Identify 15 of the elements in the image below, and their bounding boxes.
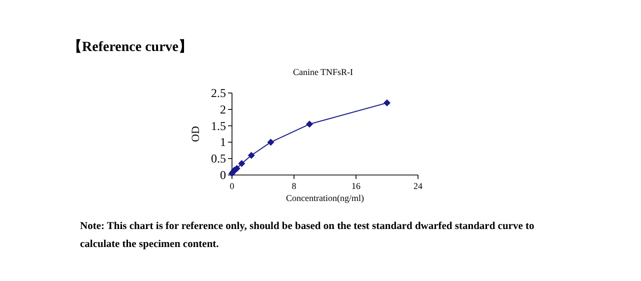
x-tick-label: 24 [414,181,423,191]
x-tick-label: 0 [230,181,235,191]
y-tick-label: 2.5 [211,86,226,100]
text: Note: This chart is for reference only, should be based on the test standard dwarfed standard curve to calculate the specimen content. [80,220,536,252]
y-tick-label: 2 [220,102,226,116]
text: 【Reference curve】 [68,38,194,56]
y-tick-label: 1.5 [211,118,226,133]
y-tick-label: 0 [220,168,226,182]
x-axis-title: Concentration(ng/ml) [286,193,364,203]
y-axis-title: OD [190,126,202,142]
chart-title: Canine TNFsR-I [292,67,354,77]
x-tick-label: 16 [352,181,361,191]
x-tick-label: 8 [292,181,297,191]
y-tick-label: 1 [220,135,226,150]
y-tick-label: 0.5 [211,152,226,166]
